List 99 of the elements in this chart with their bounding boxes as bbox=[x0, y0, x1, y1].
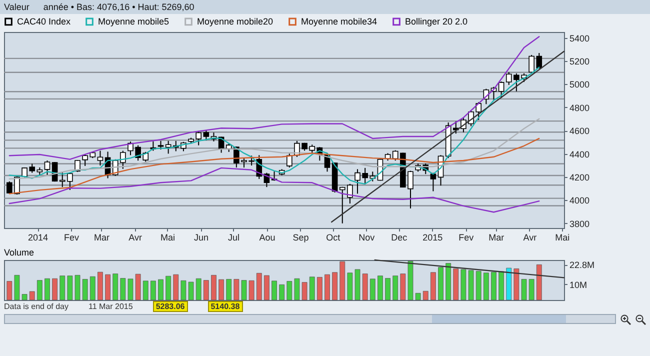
bar bbox=[173, 274, 179, 300]
bar bbox=[453, 268, 459, 300]
bar bbox=[286, 281, 292, 300]
y-tick-label: 5400 bbox=[570, 33, 590, 44]
bar bbox=[218, 279, 224, 300]
bar bbox=[256, 272, 262, 300]
legend-label: Moyenne mobile34 bbox=[301, 16, 378, 27]
bar bbox=[476, 270, 482, 300]
bar bbox=[332, 272, 338, 300]
y-tick-label: 22.8M bbox=[570, 260, 595, 270]
bar bbox=[400, 274, 406, 300]
bar bbox=[166, 276, 172, 300]
x-tick-label: Jul bbox=[228, 232, 240, 242]
bar bbox=[506, 268, 512, 300]
y-tick-label: 4800 bbox=[570, 102, 590, 113]
bar bbox=[378, 276, 383, 300]
x-tick-label: Aou bbox=[259, 232, 276, 242]
bar bbox=[340, 261, 346, 300]
bar bbox=[316, 277, 322, 300]
legend-label: Moyenne mobile20 bbox=[197, 16, 274, 27]
bar bbox=[279, 284, 285, 300]
bar bbox=[196, 278, 202, 300]
x-tick-label: Fev bbox=[64, 232, 80, 242]
y-tick-label: 4200 bbox=[570, 172, 590, 182]
line-series bbox=[8, 138, 540, 194]
bar bbox=[309, 276, 315, 300]
text: Data is end of day bbox=[4, 302, 68, 311]
bar bbox=[6, 281, 12, 300]
text: 11 Mar 2015 bbox=[88, 302, 133, 311]
bar bbox=[120, 278, 126, 300]
bar bbox=[226, 279, 232, 300]
candlestick bbox=[44, 160, 50, 176]
bar bbox=[105, 274, 110, 300]
bar bbox=[446, 263, 452, 300]
bar bbox=[158, 279, 164, 300]
bar bbox=[142, 280, 148, 300]
bar bbox=[438, 267, 444, 300]
bar bbox=[82, 279, 88, 300]
x-tick-label: Avr bbox=[523, 232, 537, 242]
bar bbox=[362, 274, 368, 300]
bar bbox=[324, 274, 330, 300]
bar bbox=[483, 272, 489, 300]
text: 5140.38 bbox=[208, 301, 243, 312]
x-tick-label: Jun bbox=[194, 232, 209, 242]
x-tick-label: Nov bbox=[358, 232, 376, 242]
x-tick-label: Avr bbox=[128, 232, 142, 242]
bar bbox=[491, 272, 496, 300]
bar bbox=[44, 278, 50, 300]
bar bbox=[203, 280, 209, 300]
bar bbox=[112, 274, 118, 300]
y-tick-label: 4400 bbox=[570, 149, 590, 160]
bar bbox=[98, 272, 103, 300]
legend-label: CAC40 Index bbox=[17, 16, 72, 27]
y-tick-label: 5200 bbox=[570, 56, 590, 66]
legend-label: Moyenne mobile5 bbox=[98, 16, 170, 27]
y-tick-label: 5000 bbox=[570, 80, 590, 90]
bar bbox=[385, 278, 390, 300]
bar bbox=[211, 274, 216, 300]
x-tick-label: 2015 bbox=[422, 232, 443, 242]
bar bbox=[498, 271, 504, 300]
x-tick-label: Fev bbox=[458, 232, 474, 242]
x-tick-label: 2014 bbox=[28, 232, 48, 242]
legend-label: Bollinger 20 2.0 bbox=[405, 16, 468, 27]
candlestick bbox=[97, 150, 104, 166]
bar bbox=[370, 278, 376, 300]
x-tick-label: Mai bbox=[555, 232, 570, 242]
bar bbox=[52, 278, 58, 300]
bar bbox=[430, 272, 436, 300]
line-series bbox=[8, 167, 540, 213]
chart-title: Valeur bbox=[4, 2, 30, 12]
y-tick-label: 4600 bbox=[570, 126, 590, 136]
x-tick-label: Mar bbox=[488, 232, 504, 242]
y-tick-label: 10M bbox=[570, 280, 588, 290]
candlestick bbox=[498, 81, 504, 98]
text: année • Bas: 4076,16 • Haut: 5269,60 bbox=[43, 2, 194, 12]
candlestick bbox=[203, 130, 210, 141]
line-series bbox=[8, 118, 540, 180]
bar bbox=[60, 276, 66, 300]
y-tick-label: 4000 bbox=[570, 196, 590, 206]
bar bbox=[536, 264, 542, 300]
x-tick-label: Mai bbox=[160, 232, 175, 242]
bar bbox=[422, 290, 428, 300]
bar bbox=[272, 280, 277, 300]
candlestick bbox=[286, 153, 292, 168]
bar bbox=[392, 276, 398, 300]
x-tick-label: Dec bbox=[391, 232, 408, 242]
text: 5283.06 bbox=[152, 301, 188, 312]
candlestick bbox=[165, 140, 172, 154]
x-tick-label: Sep bbox=[292, 232, 309, 242]
x-tick-label: Oct bbox=[326, 232, 341, 242]
bar bbox=[36, 280, 42, 300]
chart-title: Volume bbox=[4, 247, 34, 258]
x-tick-label: Mar bbox=[94, 232, 110, 242]
line-series bbox=[8, 36, 540, 160]
bar bbox=[29, 291, 35, 300]
bar bbox=[90, 276, 96, 300]
bar bbox=[264, 275, 270, 300]
bar bbox=[150, 280, 156, 300]
y-tick-label: 3800 bbox=[570, 218, 590, 229]
